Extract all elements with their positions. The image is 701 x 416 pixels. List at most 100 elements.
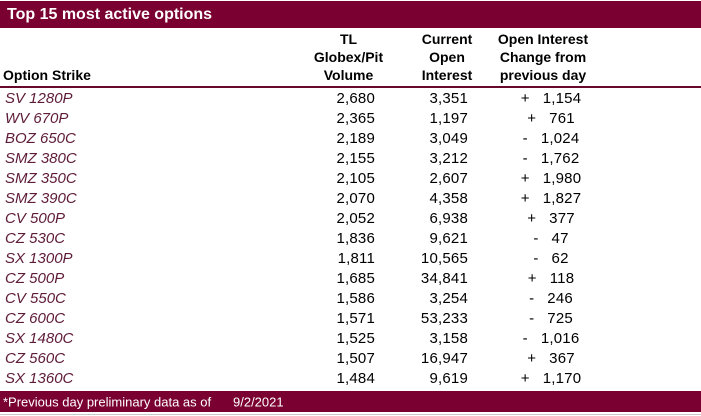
volume-cell: 1,685 (336, 269, 375, 287)
volume-cell: 2,680 (336, 89, 375, 107)
header-divider-line (0, 86, 701, 88)
change-value: 1,016 (540, 329, 580, 347)
change-sign: + (527, 349, 537, 367)
change-value: 1,024 (540, 129, 580, 147)
oi-change-cell: + 1,980 (480, 170, 622, 187)
volume-cell: 2,105 (336, 169, 375, 187)
change-value: 62 (551, 249, 569, 267)
open-interest-cell: 1,197 (429, 109, 468, 127)
oi-change-cell: - 246 (480, 290, 622, 307)
volume-cell: 2,070 (336, 189, 375, 207)
table-row: SMZ 380C 2,155 3,212 - 1,762 (0, 148, 701, 168)
option-strike-cell: SMZ 380C (5, 149, 77, 167)
footer-date: 9/2/2021 (233, 394, 284, 409)
oi-change-cell: + 761 (480, 110, 622, 127)
open-interest-cell: 34,841 (420, 269, 468, 287)
footer-bar: *Previous day preliminary data as of 9/2… (0, 391, 701, 412)
change-sign: - (529, 309, 535, 327)
option-strike-cell: CV 500P (5, 209, 66, 227)
header-option-strike: Option Strike (3, 67, 91, 83)
change-sign: + (520, 169, 530, 187)
table-row: SX 1360C 1,484 9,619 + 1,170 (0, 368, 701, 388)
page-title: Top 15 most active options (7, 5, 213, 23)
oi-change-cell: - 47 (480, 230, 622, 247)
oi-change-cell: + 377 (480, 210, 622, 227)
table-row: SX 1480C 1,525 3,158 - 1,016 (0, 328, 701, 348)
table-row: SMZ 350C 2,105 2,607 + 1,980 (0, 168, 701, 188)
oi-change-cell: + 118 (480, 270, 622, 287)
table-row: SV 1280P 2,680 3,351 + 1,154 (0, 88, 701, 108)
change-value: 761 (549, 109, 575, 127)
change-sign: - (533, 229, 539, 247)
change-sign: + (520, 89, 530, 107)
table-row: SX 1300P 1,811 10,565 - 62 (0, 248, 701, 268)
open-interest-cell: 3,158 (429, 329, 468, 347)
oi-change-cell: - 1,762 (480, 150, 622, 167)
change-value: 725 (547, 309, 573, 327)
change-sign: - (529, 289, 535, 307)
open-interest-cell: 3,351 (429, 89, 468, 107)
volume-cell: 2,189 (336, 129, 375, 147)
open-interest-cell: 10,565 (420, 249, 468, 267)
oi-change-cell: + 1,827 (480, 190, 622, 207)
table-row: CV 500P 2,052 6,938 + 377 (0, 208, 701, 228)
table-row: BOZ 650C 2,189 3,049 - 1,024 (0, 128, 701, 148)
bottom-edge-line (0, 414, 701, 415)
oi-change-cell: + 367 (480, 350, 622, 367)
volume-cell: 2,365 (336, 109, 375, 127)
change-value: 118 (549, 269, 575, 287)
title-bar: Top 15 most active options (0, 1, 701, 28)
change-sign: + (520, 369, 530, 387)
option-strike-cell: SX 1360C (5, 369, 74, 387)
change-value: 47 (551, 229, 569, 247)
table-row: CV 550C 1,586 3,254 - 246 (0, 288, 701, 308)
option-strike-cell: CZ 530C (5, 229, 66, 247)
option-strike-cell: CV 550C (5, 289, 66, 307)
table-body: SV 1280P 2,680 3,351 + 1,154 WV 670P 2,3… (0, 88, 701, 388)
change-value: 246 (547, 289, 573, 307)
open-interest-cell: 9,619 (429, 369, 468, 387)
open-interest-cell: 3,049 (429, 129, 468, 147)
table-header-row: Option Strike TL Globex/Pit Volume Curre… (0, 28, 701, 86)
change-sign: - (522, 149, 528, 167)
option-strike-cell: CZ 500P (5, 269, 65, 287)
option-strike-cell: SX 1480C (5, 329, 74, 347)
table-row: CZ 530C 1,836 9,621 - 47 (0, 228, 701, 248)
option-strike-cell: SMZ 390C (5, 189, 77, 207)
oi-change-cell: - 1,016 (480, 330, 622, 347)
table-row: CZ 500P 1,685 34,841 + 118 (0, 268, 701, 288)
table-row: CZ 560C 1,507 16,947 + 367 (0, 348, 701, 368)
oi-change-cell: - 1,024 (480, 130, 622, 147)
change-sign: - (533, 249, 539, 267)
volume-cell: 1,571 (336, 309, 375, 327)
option-strike-cell: SX 1300P (5, 249, 73, 267)
footer-note: *Previous day preliminary data as of (3, 394, 212, 409)
oi-change-cell: + 1,170 (480, 370, 622, 387)
change-sign: + (527, 109, 537, 127)
header-volume: TL Globex/Pit Volume (313, 31, 384, 83)
table-row: WV 670P 2,365 1,197 + 761 (0, 108, 701, 128)
volume-cell: 2,155 (336, 149, 375, 167)
oi-change-cell: - 725 (480, 310, 622, 327)
change-value: 367 (549, 349, 575, 367)
volume-cell: 1,484 (336, 369, 375, 387)
header-current-open-interest: Current Open Interest (421, 31, 473, 83)
open-interest-cell: 4,358 (429, 189, 468, 207)
option-strike-cell: BOZ 650C (5, 129, 76, 147)
table-row: CZ 600C 1,571 53,233 - 725 (0, 308, 701, 328)
open-interest-cell: 6,938 (429, 209, 468, 227)
header-open-interest-change: Open Interest Change from previous day (497, 31, 589, 83)
open-interest-cell: 53,233 (420, 309, 468, 327)
change-sign: + (520, 189, 530, 207)
change-sign: + (527, 269, 537, 287)
volume-cell: 1,525 (336, 329, 375, 347)
change-value: 1,762 (540, 149, 580, 167)
change-sign: + (527, 209, 537, 227)
open-interest-cell: 3,254 (429, 289, 468, 307)
volume-cell: 1,811 (337, 249, 375, 267)
table-row: SMZ 390C 2,070 4,358 + 1,827 (0, 188, 701, 208)
change-value: 1,980 (542, 169, 582, 187)
change-sign: - (522, 129, 528, 147)
open-interest-cell: 9,621 (429, 229, 468, 247)
